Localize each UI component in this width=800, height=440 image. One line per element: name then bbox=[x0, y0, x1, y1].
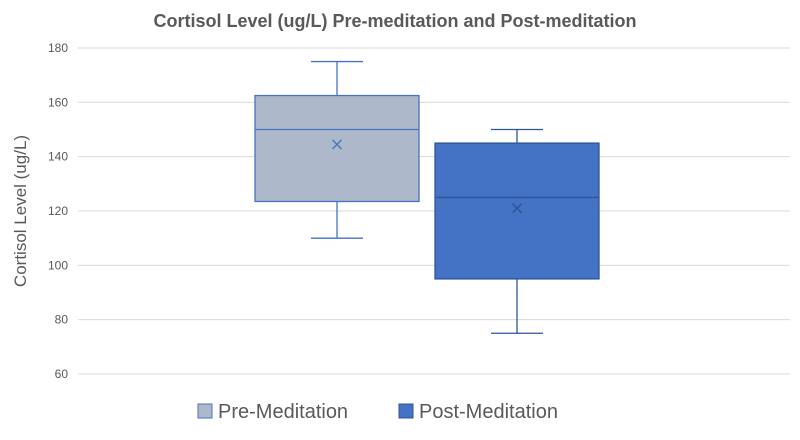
gridlines bbox=[78, 47, 790, 375]
iqr-box bbox=[254, 94, 420, 203]
iqr-box bbox=[434, 142, 600, 280]
y-tick-label: 80 bbox=[55, 313, 69, 327]
y-tick-label: 120 bbox=[48, 204, 68, 218]
legend-label: Pre-Meditation bbox=[218, 401, 348, 423]
boxes bbox=[254, 60, 600, 334]
legend-label: Post-Meditation bbox=[419, 401, 558, 423]
box-post-meditation bbox=[434, 128, 600, 334]
legend: Pre-Meditation Post-Meditation bbox=[197, 401, 558, 423]
mean-marker bbox=[512, 203, 522, 214]
y-tick-label: 140 bbox=[48, 150, 68, 164]
y-axis-label: Cortisol Level (ug/L) bbox=[11, 135, 30, 287]
y-tick-label: 60 bbox=[55, 367, 69, 381]
y-axis-ticks: 60 80 100 120 140 160 180 bbox=[48, 41, 68, 381]
legend-item-post-meditation: Post-Meditation bbox=[398, 401, 558, 423]
y-tick-label: 180 bbox=[48, 41, 68, 55]
legend-item-pre-meditation: Pre-Meditation bbox=[197, 401, 348, 423]
box-pre-meditation bbox=[254, 60, 420, 239]
mean-marker bbox=[332, 139, 342, 150]
legend-swatch bbox=[197, 403, 213, 419]
chart-title: Cortisol Level (ug/L) Pre-meditation and… bbox=[153, 11, 636, 31]
legend-swatch bbox=[398, 403, 414, 419]
y-tick-label: 100 bbox=[48, 258, 68, 272]
y-tick-label: 160 bbox=[48, 95, 68, 109]
